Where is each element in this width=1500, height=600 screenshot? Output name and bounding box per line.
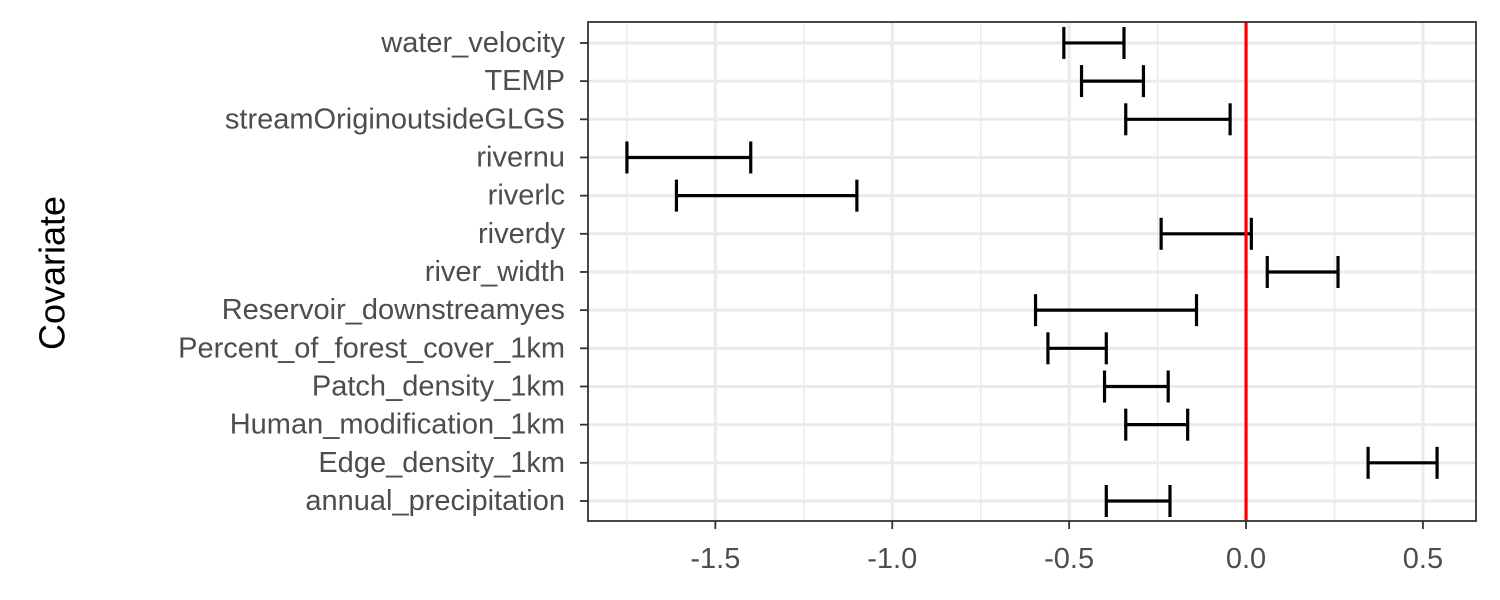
y-tick-label: Edge_density_1km [318, 447, 565, 479]
errorbar-Patch_density_1km [1102, 370, 1170, 403]
errorbar-riverdy [1159, 217, 1253, 250]
y-tick-label: water_velocity [380, 27, 565, 59]
errorbar-Edge_density_1km [1366, 446, 1439, 479]
errorbar-river_width [1265, 255, 1340, 288]
y-axis-title: Covariate [32, 196, 73, 350]
x-tick-label: -0.5 [1044, 543, 1094, 575]
x-axis-ticks: -1.5 -1.0 -0.5 0.0 0.5 [690, 521, 1443, 575]
errorbar-rivernu [625, 141, 753, 174]
y-tick-label: riverdy [478, 218, 566, 250]
errorbar-water_velocity [1062, 26, 1126, 59]
errorbar-Reservoir_downstreamyes [1033, 294, 1199, 327]
errorbar-Human_modification_1km [1124, 408, 1190, 441]
x-tick-label: -1.5 [690, 543, 740, 575]
y-axis-ticks: annual_precipitation Edge_density_1km Huma… [178, 27, 588, 517]
y-tick-label: annual_precipitation [305, 485, 565, 517]
x-tick-label: -1.0 [867, 543, 917, 575]
y-tick-label: riverlc [488, 180, 565, 212]
y-tick-label: TEMP [484, 65, 565, 97]
error-bars [625, 26, 1439, 517]
y-tick-label: Reservoir_downstreamyes [222, 294, 565, 326]
y-tick-label: Human_modification_1km [230, 409, 565, 441]
errorbar-TEMP [1079, 65, 1146, 98]
y-tick-label: Percent_of_forest_cover_1km [178, 332, 565, 364]
y-tick-label: rivernu [476, 141, 565, 173]
errorbar-annual_precipitation [1104, 485, 1172, 517]
x-tick-label: 0.0 [1226, 543, 1266, 575]
y-tick-label: streamOriginoutsideGLGS [225, 103, 565, 135]
errorbar-Percent_of_forest_cover_1km [1046, 332, 1108, 365]
errorbar-riverlc [674, 179, 859, 212]
x-tick-label: 0.5 [1403, 543, 1443, 575]
y-tick-label: Patch_density_1km [312, 370, 565, 402]
errorbar-streamOriginoutsideGLGS [1124, 103, 1232, 136]
y-tick-label: river_width [425, 256, 565, 288]
